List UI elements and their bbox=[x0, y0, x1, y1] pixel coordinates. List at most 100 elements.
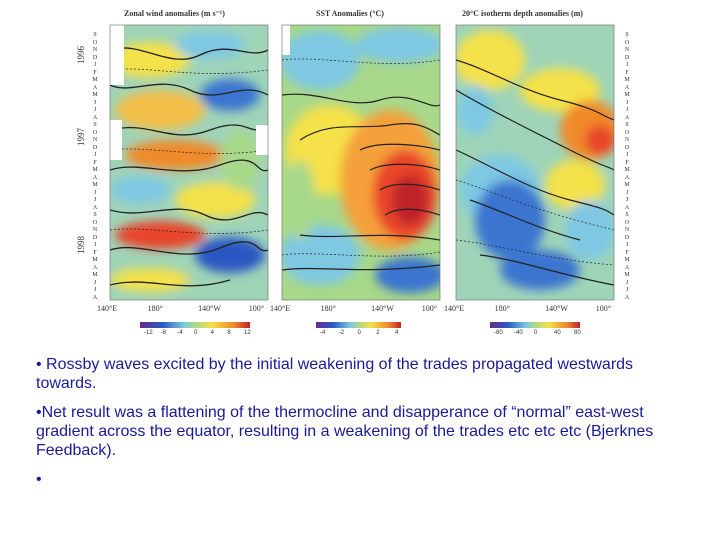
x-tick-label: 140°E bbox=[270, 304, 291, 313]
x-tick-label: 140°W bbox=[371, 304, 394, 313]
colorbar-tick-label: 8 bbox=[227, 330, 231, 336]
month-label-right: J bbox=[625, 62, 629, 68]
colorbar-tick-label: 4 bbox=[210, 330, 214, 336]
colorbar-tick-label: -12 bbox=[144, 330, 153, 336]
month-label-left: M bbox=[92, 257, 98, 263]
month-label-right: O bbox=[624, 129, 630, 136]
month-label-right: A bbox=[624, 204, 630, 211]
month-label-right: J bbox=[625, 152, 629, 158]
month-label-left: F bbox=[93, 69, 97, 76]
month-label-left: M bbox=[92, 77, 98, 83]
month-label-left: O bbox=[92, 39, 98, 46]
month-label-right: N bbox=[624, 227, 630, 233]
month-label-left: D bbox=[92, 234, 98, 241]
month-label-right: J bbox=[625, 189, 629, 196]
month-label-left: F bbox=[93, 159, 97, 166]
month-label-right: J bbox=[625, 107, 629, 113]
colorbar-tick-label: 0 bbox=[534, 330, 538, 336]
month-label-left: M bbox=[92, 92, 98, 98]
month-label-right: J bbox=[625, 99, 629, 106]
colorbar-thermocline bbox=[490, 322, 580, 328]
x-tick-label: 180° bbox=[320, 304, 336, 313]
month-label-left: D bbox=[92, 144, 98, 151]
month-label-right: M bbox=[624, 272, 630, 278]
month-label-left: S bbox=[93, 212, 97, 218]
month-label-right: D bbox=[624, 54, 630, 61]
month-label-left: J bbox=[93, 197, 97, 203]
month-label-left: A bbox=[92, 294, 98, 301]
month-label-left: O bbox=[92, 129, 98, 136]
x-tick-label: 180° bbox=[147, 304, 163, 313]
month-label-right: N bbox=[624, 137, 630, 143]
colorbar-tick-label: 80 bbox=[574, 330, 581, 336]
contour-panels bbox=[109, 24, 615, 328]
month-label-right: O bbox=[624, 219, 630, 226]
month-label-right: S bbox=[625, 212, 629, 218]
month-label-right: M bbox=[624, 167, 630, 173]
x-tick-label: 180° bbox=[494, 304, 510, 313]
colorbar-tick-label: -8 bbox=[160, 330, 166, 336]
month-label-left: A bbox=[92, 264, 98, 271]
x-tick-label: 140°E bbox=[97, 304, 118, 313]
month-label-left: A bbox=[92, 174, 98, 181]
month-label-right: M bbox=[624, 257, 630, 263]
month-label-right: A bbox=[624, 294, 630, 301]
colorbar-tick-label: 2 bbox=[376, 330, 380, 336]
colorbar-tick-label: -2 bbox=[338, 330, 345, 336]
colorbar-tick-label: -4 bbox=[320, 330, 326, 336]
month-label-right: J bbox=[625, 242, 629, 248]
month-label-right: A bbox=[624, 114, 630, 121]
month-label-right: J bbox=[625, 279, 629, 286]
month-label-left: J bbox=[93, 287, 97, 293]
month-label-right: S bbox=[625, 32, 629, 38]
month-label-right: A bbox=[624, 264, 630, 271]
panel-title-thermocline: 20°C isotherm depth anomalies (m) bbox=[462, 9, 583, 18]
month-label-left: J bbox=[93, 99, 97, 106]
month-label-left: J bbox=[93, 242, 97, 248]
month-label-right: A bbox=[624, 84, 630, 91]
panel-title-wind: Zonal wind anomalies (m s⁻¹) bbox=[124, 9, 225, 18]
x-tick-label: 140°W bbox=[545, 304, 568, 313]
panel-sst-map bbox=[282, 25, 440, 300]
month-label-left: M bbox=[92, 272, 98, 278]
colorbar-tick-label: 40 bbox=[554, 330, 561, 336]
month-label-left: D bbox=[92, 54, 98, 61]
month-label-right: M bbox=[624, 92, 630, 98]
month-label-right: O bbox=[624, 39, 630, 46]
month-label-left: J bbox=[93, 62, 97, 68]
month-label-left: J bbox=[93, 189, 97, 196]
x-tick-label: 100° bbox=[421, 304, 437, 313]
month-label-left: N bbox=[92, 227, 98, 233]
hovmoller-figure: Zonal wind anomalies (m s⁻¹) SST Anomali… bbox=[76, 9, 630, 336]
month-label-left: J bbox=[93, 279, 97, 286]
month-label-left: F bbox=[93, 249, 97, 256]
month-label-right: F bbox=[625, 249, 629, 256]
colorbar-tick-label: -80 bbox=[494, 330, 503, 336]
month-label-left: J bbox=[93, 152, 97, 158]
month-label-right: F bbox=[625, 159, 629, 166]
month-label-left: S bbox=[93, 32, 97, 38]
bullet-empty: • bbox=[36, 471, 42, 488]
month-label-right: M bbox=[624, 77, 630, 83]
panel-thermocline-map bbox=[456, 25, 614, 300]
month-label-left: J bbox=[93, 107, 97, 113]
month-label-right: M bbox=[624, 182, 630, 188]
month-label-right: F bbox=[625, 69, 629, 76]
bullet-net-result: •Net result was a flattening of the ther… bbox=[36, 404, 654, 459]
panel-wind-map bbox=[110, 25, 268, 300]
month-label-left: N bbox=[92, 137, 98, 143]
colorbar-sst bbox=[316, 322, 401, 328]
month-label-right: S bbox=[625, 122, 629, 128]
panel-title-sst: SST Anomalies (°C) bbox=[316, 9, 384, 18]
month-label-right: J bbox=[625, 287, 629, 293]
colorbar-tick-label: -4 bbox=[177, 330, 183, 336]
x-tick-label: 100° bbox=[248, 304, 264, 313]
month-label-left: O bbox=[92, 219, 98, 226]
month-label-left: M bbox=[92, 182, 98, 188]
colorbar-wind bbox=[140, 322, 250, 328]
x-tick-label: 140°E bbox=[444, 304, 465, 313]
month-label-left: A bbox=[92, 84, 98, 91]
bullet-rossby-waves: • Rossby waves excited by the initial we… bbox=[36, 356, 634, 392]
colorbar-tick-label: 4 bbox=[395, 330, 399, 336]
x-tick-label: 140°W bbox=[198, 304, 221, 313]
